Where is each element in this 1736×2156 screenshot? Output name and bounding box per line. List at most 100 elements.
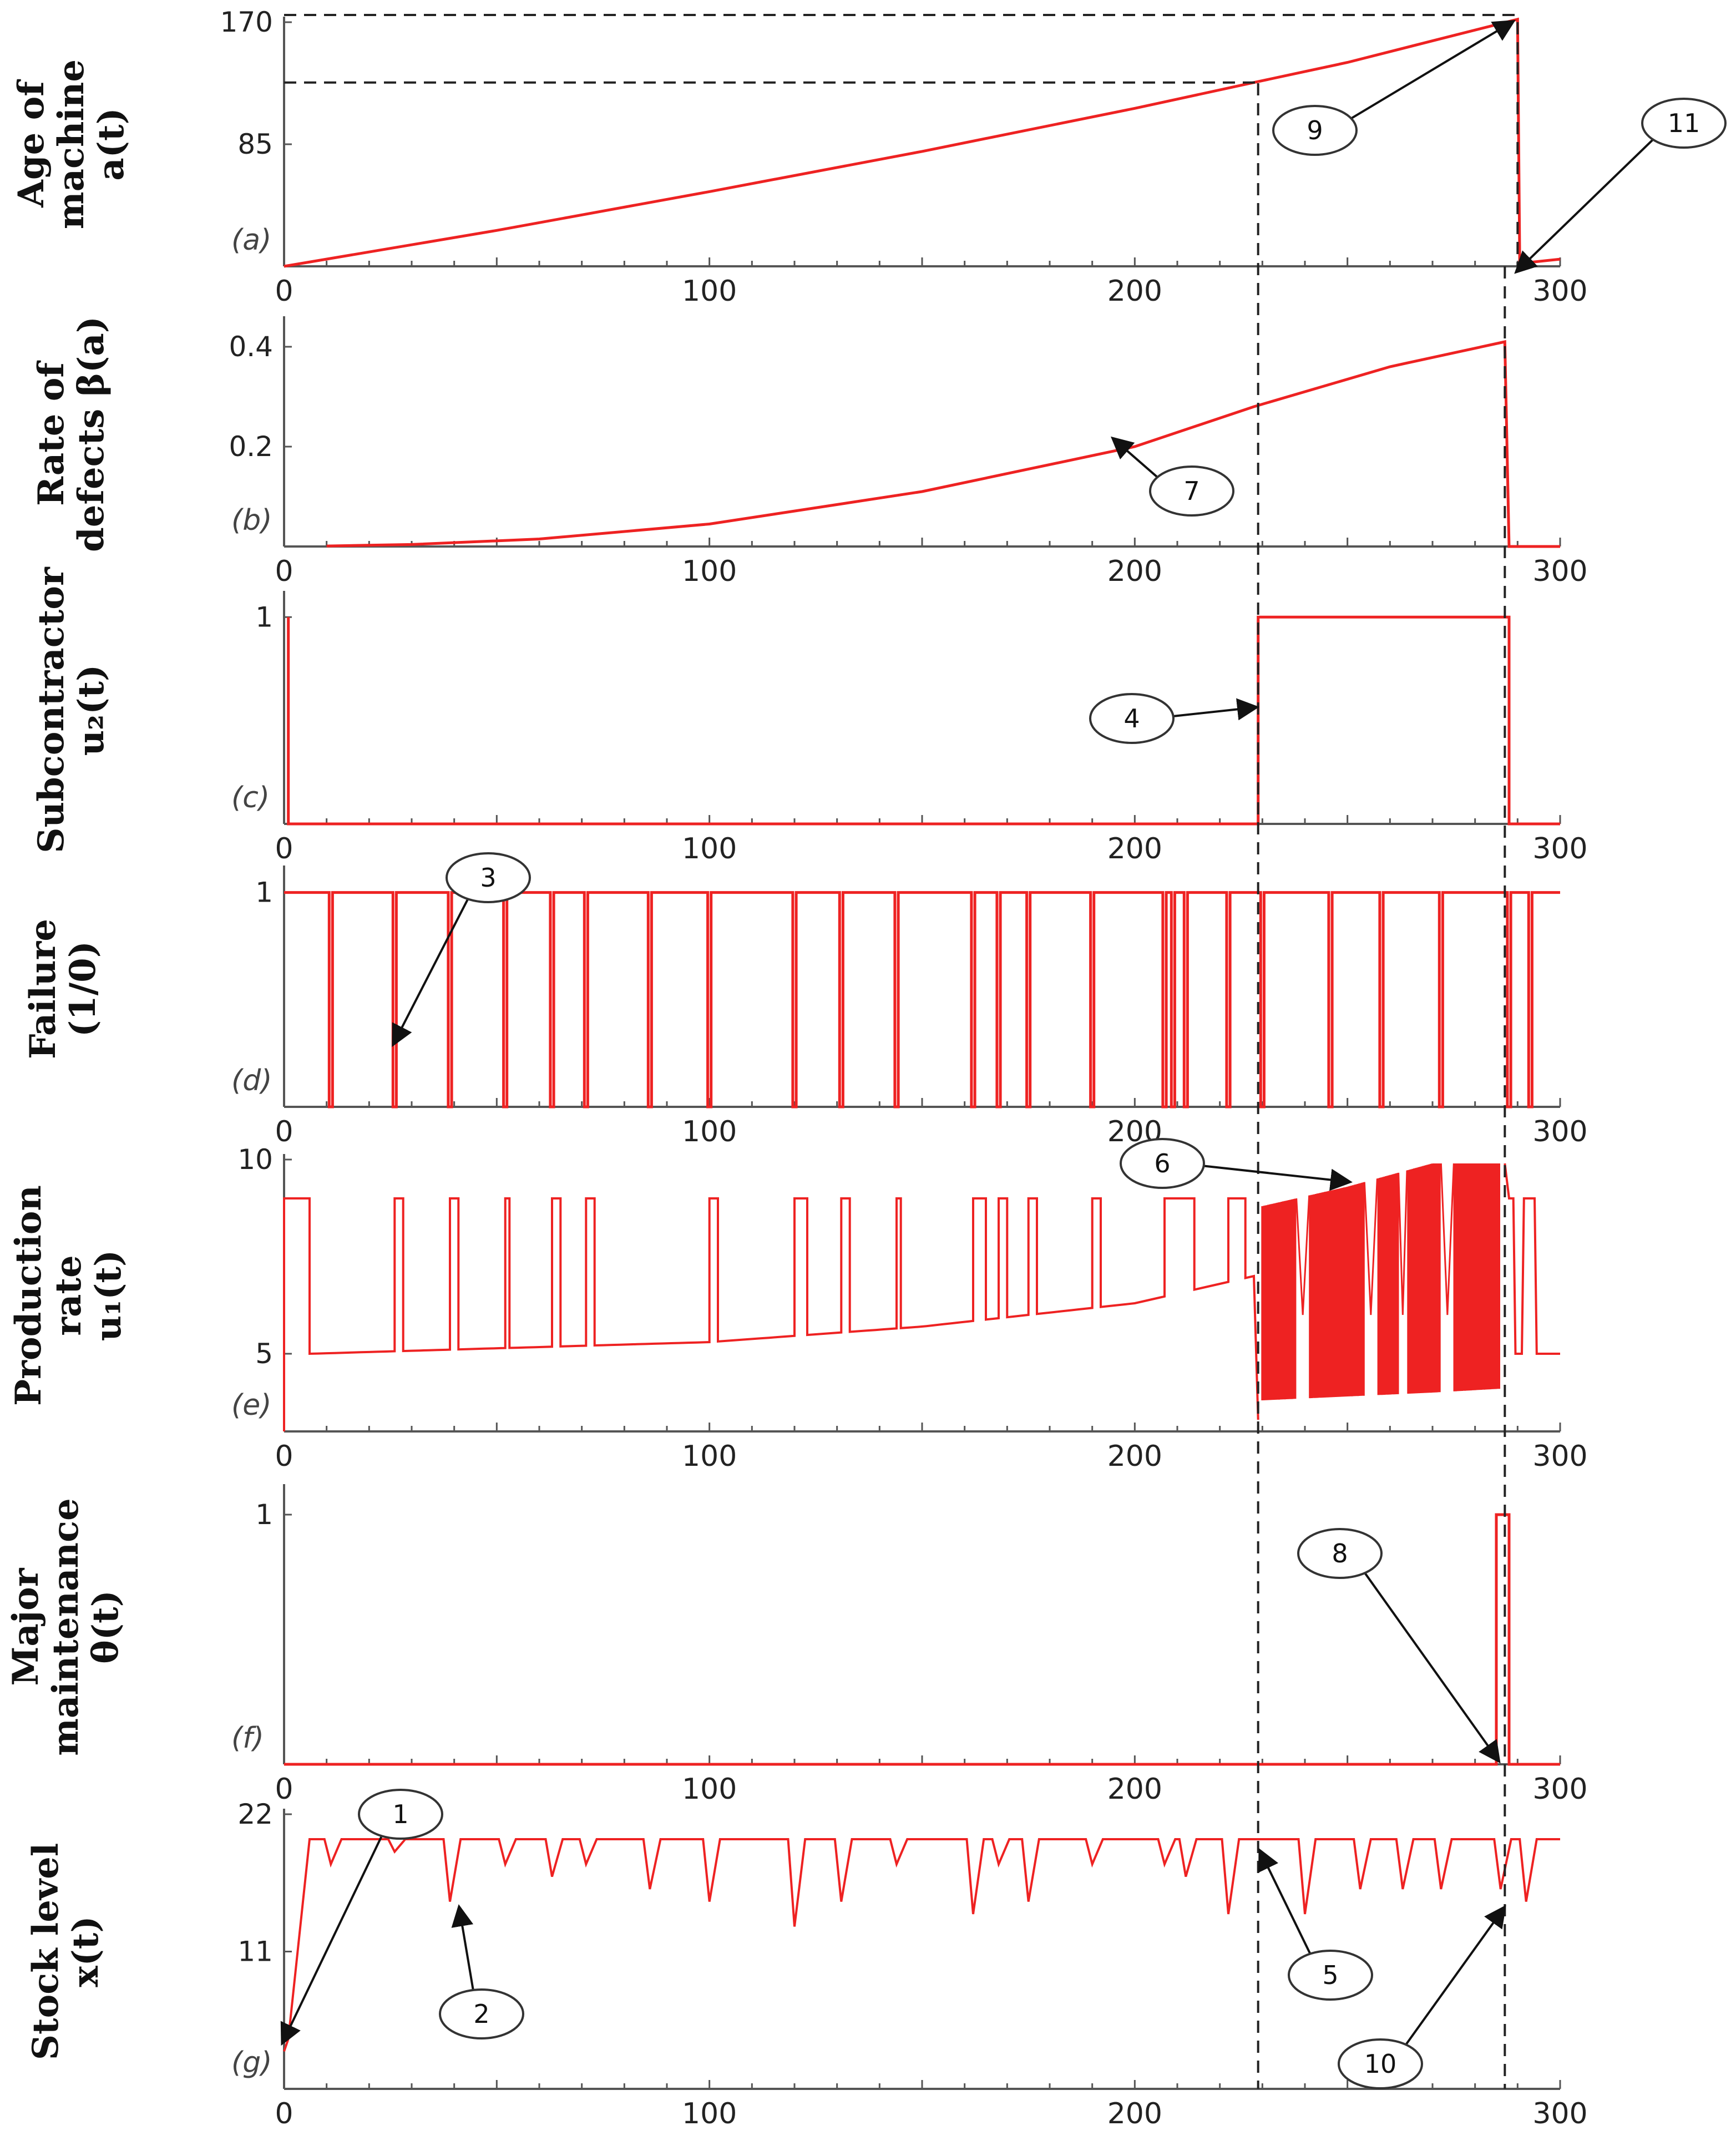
x-tick-label: 300	[1532, 1440, 1587, 1473]
x-tick-label: 0	[275, 1440, 293, 1473]
callout-11: 11	[1514, 98, 1727, 274]
region-gap-line	[1440, 1163, 1455, 1315]
callout-4: 4	[1089, 693, 1259, 744]
failure-line	[284, 891, 1560, 1109]
y-axis-label-line: Rate of	[31, 361, 72, 506]
callout-ellipse	[1120, 1138, 1205, 1189]
y-axis-label-line: a(t)	[90, 108, 132, 181]
callout-ellipse	[439, 1988, 524, 2039]
y-tick-label: 22	[237, 1798, 273, 1830]
callout-ellipse	[1272, 105, 1358, 156]
callout-8: 8	[1297, 1528, 1501, 1764]
callout-9: 9	[1272, 19, 1516, 156]
series-line	[284, 1513, 1560, 1766]
callout-arrow	[1404, 1905, 1506, 2047]
panel-a: 0 100 200 300 170 85 Age ofmachinea(t) (a)	[11, 6, 1588, 308]
x-tick-label: 200	[1107, 1773, 1162, 1806]
callout-label: 6	[1154, 1148, 1170, 1178]
x-tick-label: 100	[682, 2097, 737, 2130]
y-axis-label: Productionrateu₁(t)	[8, 1185, 129, 1406]
panel-e: 0 100 200 300 10 5 Productionrateu₁(t) (e)	[8, 1143, 1588, 1473]
x-tick-label: 300	[1532, 2097, 1587, 2130]
y-axis-label-line: Major	[5, 1567, 47, 1686]
callout-10: 10	[1338, 1905, 1506, 2089]
panel-f: 0 100 200 300 1 Majormaintenanceθ(t) (f)	[5, 1484, 1588, 1806]
series-line	[284, 17, 1561, 268]
callout-label: 2	[473, 1999, 489, 2029]
callout-ellipse	[1297, 1528, 1383, 1579]
x-tick-label: 0	[275, 1115, 293, 1148]
callout-ellipse	[446, 852, 531, 903]
region-gap-line	[1398, 1170, 1408, 1315]
callout-ellipse	[1149, 465, 1234, 517]
callout-arrow	[451, 1904, 475, 1992]
y-axis-label-line: θ(t)	[85, 1590, 126, 1664]
series-line	[326, 340, 1560, 548]
callout-arrow	[1202, 1165, 1353, 1191]
panel-letter: (a)	[231, 224, 271, 257]
region-gap-line	[1363, 1178, 1378, 1315]
callout-arrow	[280, 1834, 383, 2046]
x-tick-label: 200	[1107, 275, 1162, 308]
y-axis-label-line: (1/0)	[62, 941, 104, 1037]
y-axis-label-line: Subcontractor	[31, 566, 72, 853]
callout-label: 3	[480, 863, 496, 893]
x-tick-label: 0	[275, 832, 293, 866]
callout-ellipse	[1641, 98, 1727, 149]
callout-arrow	[1349, 19, 1516, 120]
panel-letter: (f)	[231, 1722, 264, 1755]
y-axis-label-line: u₂(t)	[70, 665, 112, 756]
y-tick-label: 0.2	[229, 431, 273, 463]
x-tick-label: 200	[1107, 555, 1162, 588]
x-tick-label: 100	[682, 555, 737, 588]
production-line	[283, 1197, 1259, 1431]
x-tick-label: 200	[1107, 832, 1162, 866]
callout-ellipse	[1338, 2038, 1423, 2089]
x-tick-label: 300	[1532, 832, 1587, 866]
x-tick-label: 100	[682, 1115, 737, 1148]
x-tick-label: 0	[275, 1773, 293, 1806]
y-axis-label-line: defects β(a)	[70, 316, 112, 552]
callout-ellipse	[1288, 1950, 1373, 2001]
callout-label: 10	[1364, 2049, 1397, 2079]
callout-label: 8	[1332, 1538, 1348, 1568]
y-axis-label-line: Stock level	[25, 1843, 67, 2060]
callout-3: 3	[392, 852, 531, 1047]
x-tick-label: 300	[1532, 275, 1587, 308]
x-tick-label: 0	[275, 555, 293, 588]
panel-c: 0 100 200 300 1 Subcontractoru₂(t) (c)	[31, 566, 1588, 866]
x-tick-label: 100	[682, 1773, 737, 1806]
callout-7: 7	[1110, 436, 1234, 517]
y-tick-label: 1	[255, 601, 273, 633]
y-axis-label-line: x(t)	[65, 1916, 107, 1987]
series-line	[287, 615, 1560, 826]
y-axis-label-line: u₁(t)	[88, 1250, 129, 1342]
callout-arrow	[1363, 1571, 1501, 1764]
callout-label: 4	[1123, 704, 1140, 733]
callout-6: 6	[1120, 1138, 1353, 1191]
panel-g: 0 100 200 300 22 11 Stock levelx(t) (g)	[25, 1798, 1588, 2130]
y-axis-label-line: Age of	[11, 79, 52, 208]
stock-level-line	[283, 1838, 1560, 2052]
callout-arrow	[1258, 1848, 1312, 1956]
x-tick-label: 300	[1532, 1115, 1587, 1148]
x-tick-label: 300	[1532, 555, 1587, 588]
y-tick-label: 0.4	[229, 331, 273, 363]
y-axis-label-line: Production	[8, 1185, 49, 1406]
x-tick-label: 100	[682, 1440, 737, 1473]
y-axis-label: Majormaintenanceθ(t)	[5, 1498, 126, 1756]
callout-arrow	[1171, 698, 1259, 721]
x-tick-label: 300	[1532, 1773, 1587, 1806]
callout-2: 2	[439, 1904, 524, 2039]
x-tick-label: 200	[1107, 2097, 1162, 2130]
production-tail-line	[1504, 1163, 1560, 1355]
callout-arrow	[392, 897, 470, 1047]
y-tick-label: 10	[237, 1143, 273, 1176]
x-tick-label: 0	[275, 275, 293, 308]
y-tick-label: 170	[220, 6, 273, 38]
x-tick-label: 100	[682, 832, 737, 866]
y-axis-label: Rate ofdefects β(a)	[31, 316, 112, 552]
dense-switching-region	[1261, 1163, 1500, 1400]
